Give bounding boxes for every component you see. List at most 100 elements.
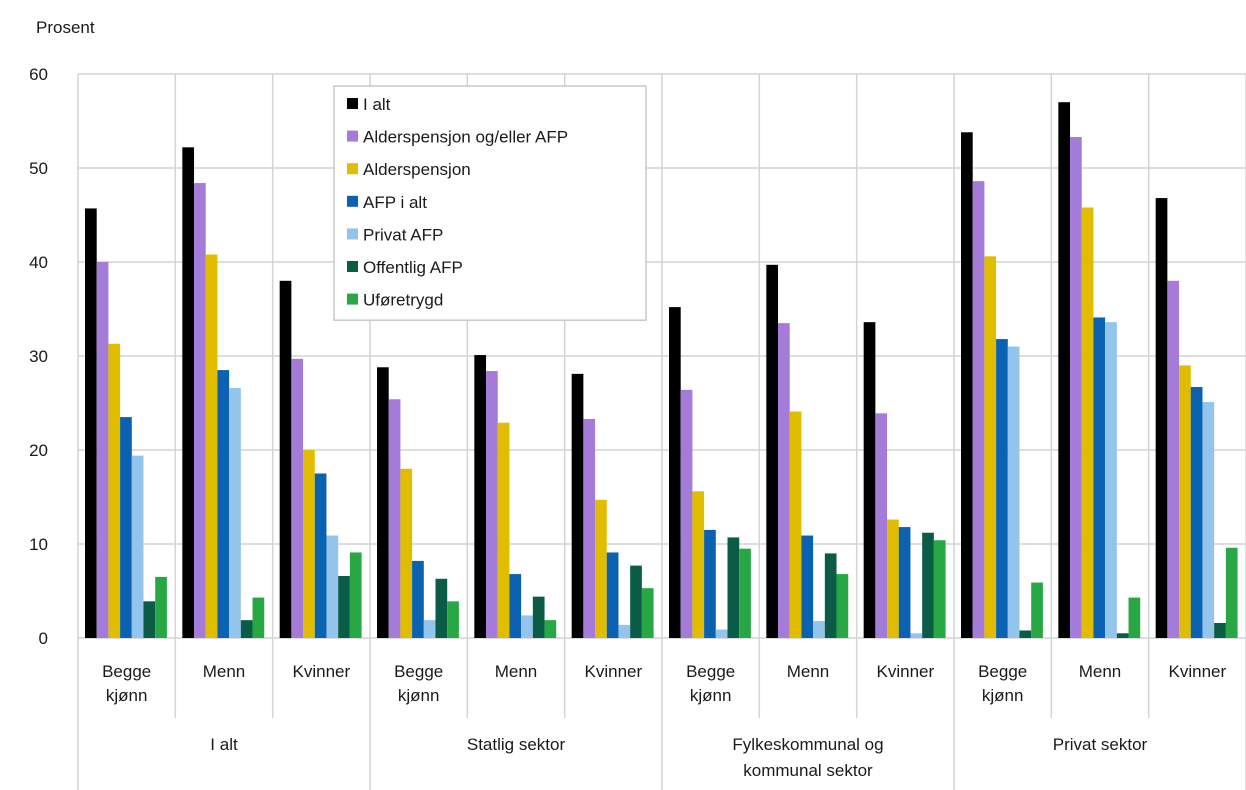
bar-alderspensjon-og-eller-afp xyxy=(680,389,693,638)
bar-alderspensjon xyxy=(789,411,802,638)
bar-afp-i-alt xyxy=(801,535,814,638)
bar-uf-retrygd xyxy=(1128,597,1141,638)
bar-i-alt xyxy=(766,264,779,638)
x-group-label: Statlig sektor xyxy=(467,735,566,754)
bar-alderspensjon-og-eller-afp xyxy=(194,183,206,639)
bar-i-alt xyxy=(182,147,195,638)
legend-entry-label: Offentlig AFP xyxy=(363,258,463,277)
bar-privat-afp xyxy=(1007,346,1020,638)
bar-privat-afp xyxy=(910,633,923,638)
legend: I alt Alderspensjon og/eller AFP Alderspen… xyxy=(333,85,647,321)
bar-alderspensjon xyxy=(108,343,121,638)
bar-alderspensjon-og-eller-afp xyxy=(972,181,985,638)
bar-alderspensjon-og-eller-afp xyxy=(583,418,596,638)
bar-alderspensjon-og-eller-afp xyxy=(875,413,888,638)
x-group-label: Fylkeskommunal og xyxy=(732,735,883,754)
bar-afp-i-alt xyxy=(120,417,132,638)
legend-swatch xyxy=(347,98,358,109)
bar-i-alt xyxy=(571,373,584,638)
bar-alderspensjon-og-eller-afp xyxy=(388,399,401,638)
bar-offentlig-afp xyxy=(1214,622,1226,638)
bar-afp-i-alt xyxy=(1093,317,1106,638)
bar-offentlig-afp xyxy=(338,575,350,638)
bar-alderspensjon-og-eller-afp xyxy=(291,358,304,638)
y-axis-ticks: 0 10 20 30 40 50 60 xyxy=(29,65,48,648)
bar-afp-i-alt xyxy=(898,527,911,638)
legend-swatch xyxy=(347,261,358,272)
bar-offentlig-afp xyxy=(143,601,156,638)
bar-alderspensjon xyxy=(303,450,315,638)
bar-uf-retrygd xyxy=(739,548,751,638)
x-category-label: Kvinner xyxy=(293,662,351,681)
x-category-label: kjønn xyxy=(106,686,148,705)
bar-alderspensjon-og-eller-afp xyxy=(1070,136,1082,639)
bar-alderspensjon xyxy=(692,491,705,638)
legend-entry-label: Privat AFP xyxy=(363,225,443,244)
bar-privat-afp xyxy=(229,387,241,638)
y-axis-title: Prosent xyxy=(36,18,95,37)
bar-privat-afp xyxy=(131,455,144,638)
y-tick-label: 50 xyxy=(29,159,48,178)
x-category-label: Begge xyxy=(686,662,735,681)
bar-alderspensjon-og-eller-afp xyxy=(778,323,790,638)
bar-afp-i-alt xyxy=(996,339,1008,638)
bar-afp-i-alt xyxy=(1190,387,1203,638)
bar-uf-retrygd xyxy=(641,588,654,638)
x-category-label: Begge xyxy=(394,662,443,681)
x-category-label: Kvinner xyxy=(1169,662,1227,681)
bar-afp-i-alt xyxy=(509,574,522,638)
x-category-label: Begge xyxy=(102,662,151,681)
bar-privat-afp xyxy=(618,624,631,638)
y-tick-label: 60 xyxy=(29,65,48,84)
bar-i-alt xyxy=(377,367,389,638)
bar-alderspensjon-og-eller-afp xyxy=(486,371,498,638)
bar-privat-afp xyxy=(1202,402,1215,638)
bar-alderspensjon xyxy=(595,499,607,638)
legend-swatch xyxy=(347,195,358,207)
bar-uf-retrygd xyxy=(349,552,362,638)
bar-uf-retrygd xyxy=(933,540,946,638)
bar-offentlig-afp xyxy=(630,565,642,638)
bar-alderspensjon xyxy=(887,519,899,638)
legend-swatch xyxy=(347,163,358,175)
bar-offentlig-afp xyxy=(1116,633,1129,638)
legend-swatch xyxy=(347,130,358,142)
x-category-label: Kvinner xyxy=(585,662,643,681)
x-category-label: Menn xyxy=(203,662,246,681)
bar-alderspensjon xyxy=(497,422,510,638)
legend-entry-label: Uføretrygd xyxy=(363,291,443,310)
y-tick-label: 40 xyxy=(29,253,48,272)
bar-privat-afp xyxy=(715,629,728,638)
legend-swatch xyxy=(347,228,358,240)
x-category-label: Begge xyxy=(978,662,1027,681)
x-category-label: Menn xyxy=(1079,662,1122,681)
bar-privat-afp xyxy=(326,535,339,638)
bar-uf-retrygd xyxy=(836,574,849,638)
bar-uf-retrygd xyxy=(252,597,265,638)
bar-i-alt xyxy=(863,322,876,638)
bar-alderspensjon xyxy=(984,256,997,638)
y-tick-label: 0 xyxy=(39,629,48,648)
bar-afp-i-alt xyxy=(412,560,424,638)
legend-swatch xyxy=(347,293,358,305)
x-category-label: kjønn xyxy=(690,686,732,705)
bars xyxy=(85,102,1238,639)
bar-alderspensjon xyxy=(1081,207,1094,639)
bar-i-alt xyxy=(1058,102,1071,638)
legend-entry-label: Alderspensjon og/eller AFP xyxy=(363,128,568,147)
bar-i-alt xyxy=(85,208,97,639)
bar-i-alt xyxy=(669,307,681,638)
y-tick-label: 30 xyxy=(29,347,48,366)
x-category-label: kjønn xyxy=(398,686,440,705)
bar-i-alt xyxy=(474,355,487,638)
bar-afp-i-alt xyxy=(606,552,619,638)
legend-entry-label: AFP i alt xyxy=(363,193,427,212)
bar-uf-retrygd xyxy=(155,576,167,638)
bar-uf-retrygd xyxy=(1225,547,1238,638)
y-tick-label: 20 xyxy=(29,441,48,460)
x-axis: Begge kjønn Menn Kvinner I alt Begge kjønn Menn… xyxy=(102,662,1226,780)
x-category-label: Menn xyxy=(787,662,830,681)
bar-uf-retrygd xyxy=(1031,582,1043,638)
bar-uf-retrygd xyxy=(447,601,459,638)
